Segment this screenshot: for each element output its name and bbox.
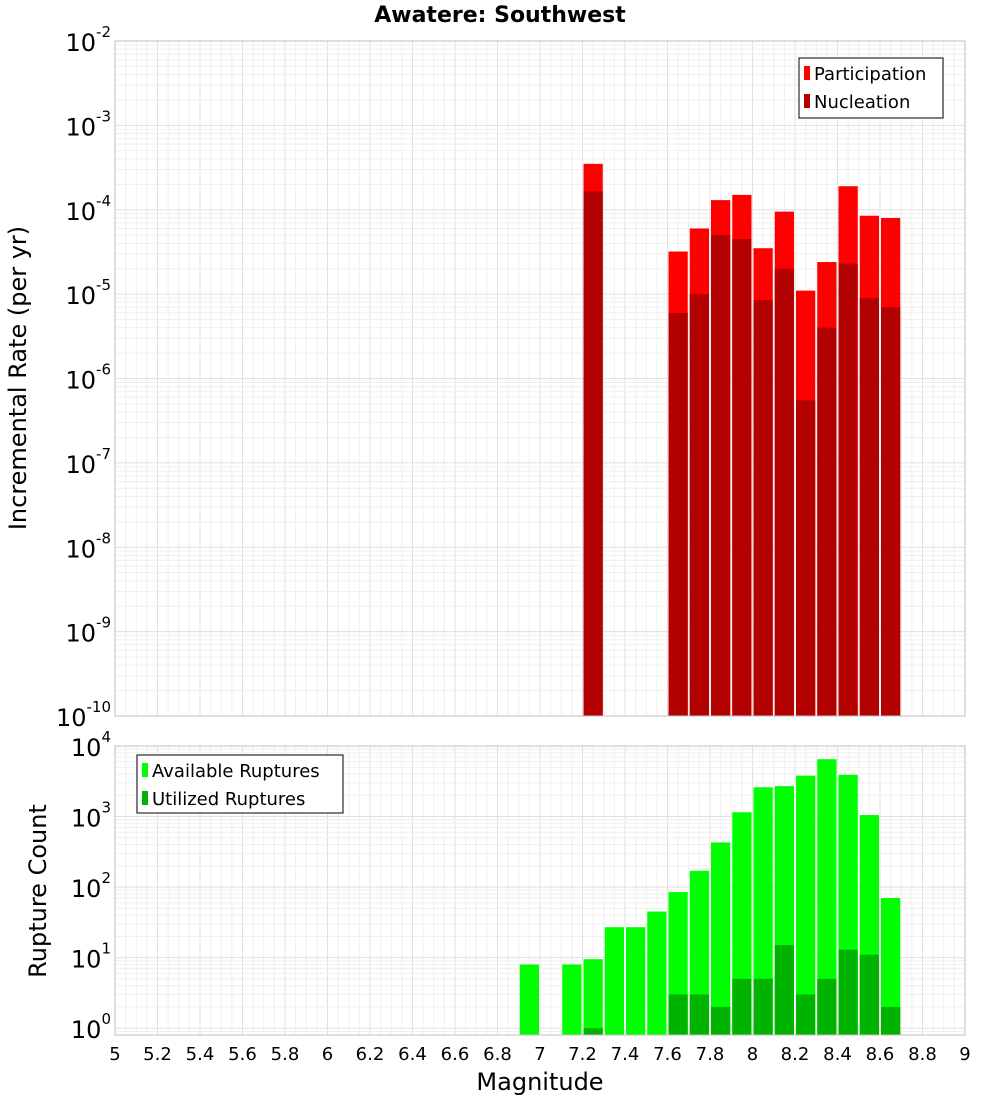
count-bar-available-ruptures xyxy=(881,898,901,1035)
rate-bar-nucleation xyxy=(711,235,731,716)
rate-legend-box xyxy=(798,57,944,119)
x-tick-label: 5.8 xyxy=(271,1044,300,1065)
count-legend-swatch xyxy=(142,791,148,805)
rate-bar-nucleation xyxy=(668,312,688,716)
count-y-tick-label: 100 xyxy=(71,1010,111,1044)
rate-bar-nucleation xyxy=(817,327,837,716)
rate-legend-swatch xyxy=(804,94,810,108)
count-bar-utilized-ruptures xyxy=(583,1028,603,1035)
rate-bar-nucleation xyxy=(689,294,709,716)
x-tick-label: 8.2 xyxy=(781,1044,810,1065)
count-legend-box xyxy=(136,754,344,814)
count-y-ticks: 100 101 102 103 104 xyxy=(71,728,111,1044)
x-tick-label: 9 xyxy=(959,1044,970,1065)
count-bar-available-ruptures xyxy=(626,927,646,1035)
x-tick-label: 8.6 xyxy=(866,1044,895,1065)
rate-legend-label: Participation xyxy=(814,64,926,85)
count-bar-utilized-ruptures xyxy=(711,1006,731,1035)
x-tick-label: 6.2 xyxy=(356,1044,385,1065)
count-bar-utilized-ruptures xyxy=(668,994,688,1035)
count-y-tick-label: 104 xyxy=(71,728,111,762)
count-bar-utilized-ruptures xyxy=(689,994,709,1035)
rate-y-tick-label: 10-7 xyxy=(65,445,111,479)
count-bar-utilized-ruptures xyxy=(774,945,794,1035)
rate-bar-nucleation xyxy=(732,239,752,716)
rate-grid xyxy=(114,40,966,717)
rate-y-tick-label: 10-4 xyxy=(65,192,111,226)
rate-plot-frame xyxy=(114,40,966,717)
count-y-tick-label: 101 xyxy=(71,940,111,974)
rate-bar-nucleation xyxy=(796,400,816,716)
rate-y-tick-label: 10-9 xyxy=(65,614,111,648)
top-y-axis-label: Incremental Rate (per yr) xyxy=(4,226,32,530)
x-tick-label: 5.2 xyxy=(143,1044,172,1065)
rate-y-ticks: 10-10 10-9 10-8 10-7 10-6 10-5 10-4 10-3 10-2 xyxy=(56,23,111,732)
chart-title: Awatere: Southwest xyxy=(374,3,626,28)
rate-y-tick-label: 10-10 xyxy=(56,698,111,732)
count-bar-available-ruptures xyxy=(647,911,667,1035)
x-tick-label: 6.8 xyxy=(483,1044,512,1065)
count-bar-utilized-ruptures xyxy=(753,978,773,1035)
rate-y-tick-label: 10-5 xyxy=(65,276,111,310)
count-bar-available-ruptures xyxy=(519,964,539,1035)
x-tick-label: 7 xyxy=(534,1044,545,1065)
x-tick-label: 6.4 xyxy=(398,1044,427,1065)
x-tick-label: 8.8 xyxy=(908,1044,937,1065)
count-bar-available-ruptures xyxy=(753,787,773,1035)
x-tick-label: 8.4 xyxy=(823,1044,852,1065)
x-tick-label: 7.4 xyxy=(611,1044,640,1065)
count-bars xyxy=(519,759,901,1035)
x-tick-label: 5.4 xyxy=(186,1044,215,1065)
count-bar-utilized-ruptures xyxy=(838,949,858,1035)
count-y-tick-label: 102 xyxy=(71,869,111,903)
rate-bar-nucleation xyxy=(753,300,773,716)
rate-bar-nucleation xyxy=(583,191,603,717)
rate-bar-nucleation xyxy=(838,263,858,716)
count-bar-utilized-ruptures xyxy=(859,954,879,1035)
rate-y-tick-label: 10-8 xyxy=(65,529,111,563)
x-tick-label: 6.6 xyxy=(441,1044,470,1065)
rate-bar-nucleation xyxy=(881,307,901,716)
count-bar-utilized-ruptures xyxy=(817,978,837,1035)
rate-legend: Participation Nucleation xyxy=(798,57,944,119)
rupture-count-plot: 100 101 102 103 104 5 5.2 5.4 5.6 5.8 6 6.2 6.4 6.6 6.… xyxy=(71,728,971,1065)
rate-bar-nucleation xyxy=(774,268,794,716)
rate-y-tick-label: 10-2 xyxy=(65,23,111,57)
rate-plot: 10-10 10-9 10-8 10-7 10-6 10-5 10-4 10-3 10-2 Par… xyxy=(56,23,966,732)
x-tick-label: 5.6 xyxy=(228,1044,257,1065)
count-bar-available-ruptures xyxy=(796,775,816,1035)
count-bar-available-ruptures xyxy=(604,927,624,1035)
rate-legend-label: Nucleation xyxy=(814,92,910,113)
count-bar-available-ruptures xyxy=(583,959,603,1035)
x-tick-label: 7.6 xyxy=(653,1044,682,1065)
count-y-tick-label: 103 xyxy=(71,799,111,833)
count-legend-swatch xyxy=(142,763,148,777)
rate-bars xyxy=(583,163,901,717)
count-plot-frame xyxy=(114,745,966,1036)
count-bar-available-ruptures xyxy=(711,842,731,1035)
x-axis-label: Magnitude xyxy=(476,1068,603,1096)
count-legend-label: Utilized Ruptures xyxy=(152,789,305,810)
x-tick-label: 7.8 xyxy=(696,1044,725,1065)
x-tick-label: 6 xyxy=(322,1044,333,1065)
x-tick-label: 8 xyxy=(747,1044,758,1065)
count-bar-utilized-ruptures xyxy=(881,1006,901,1035)
x-ticks: 5 5.2 5.4 5.6 5.8 6 6.2 6.4 6.6 6.8 7 7.2 7.4 7.6 7.8 8… xyxy=(109,1044,970,1065)
rate-y-tick-label: 10-3 xyxy=(65,107,111,141)
count-bar-available-ruptures xyxy=(817,759,837,1035)
rate-bar-nucleation xyxy=(859,297,879,716)
count-bar-utilized-ruptures xyxy=(732,978,752,1035)
x-tick-label: 5 xyxy=(109,1044,120,1065)
count-legend-label: Available Ruptures xyxy=(152,761,320,782)
count-legend: Available Ruptures Utilized Ruptures xyxy=(136,754,344,814)
count-bar-available-ruptures xyxy=(562,964,582,1035)
rate-legend-swatch xyxy=(804,66,810,80)
rate-y-tick-label: 10-6 xyxy=(65,361,111,395)
x-tick-label: 7.2 xyxy=(568,1044,597,1065)
count-bar-utilized-ruptures xyxy=(796,994,816,1035)
count-bar-available-ruptures xyxy=(689,870,709,1035)
bottom-y-axis-label: Rupture Count xyxy=(24,804,52,978)
